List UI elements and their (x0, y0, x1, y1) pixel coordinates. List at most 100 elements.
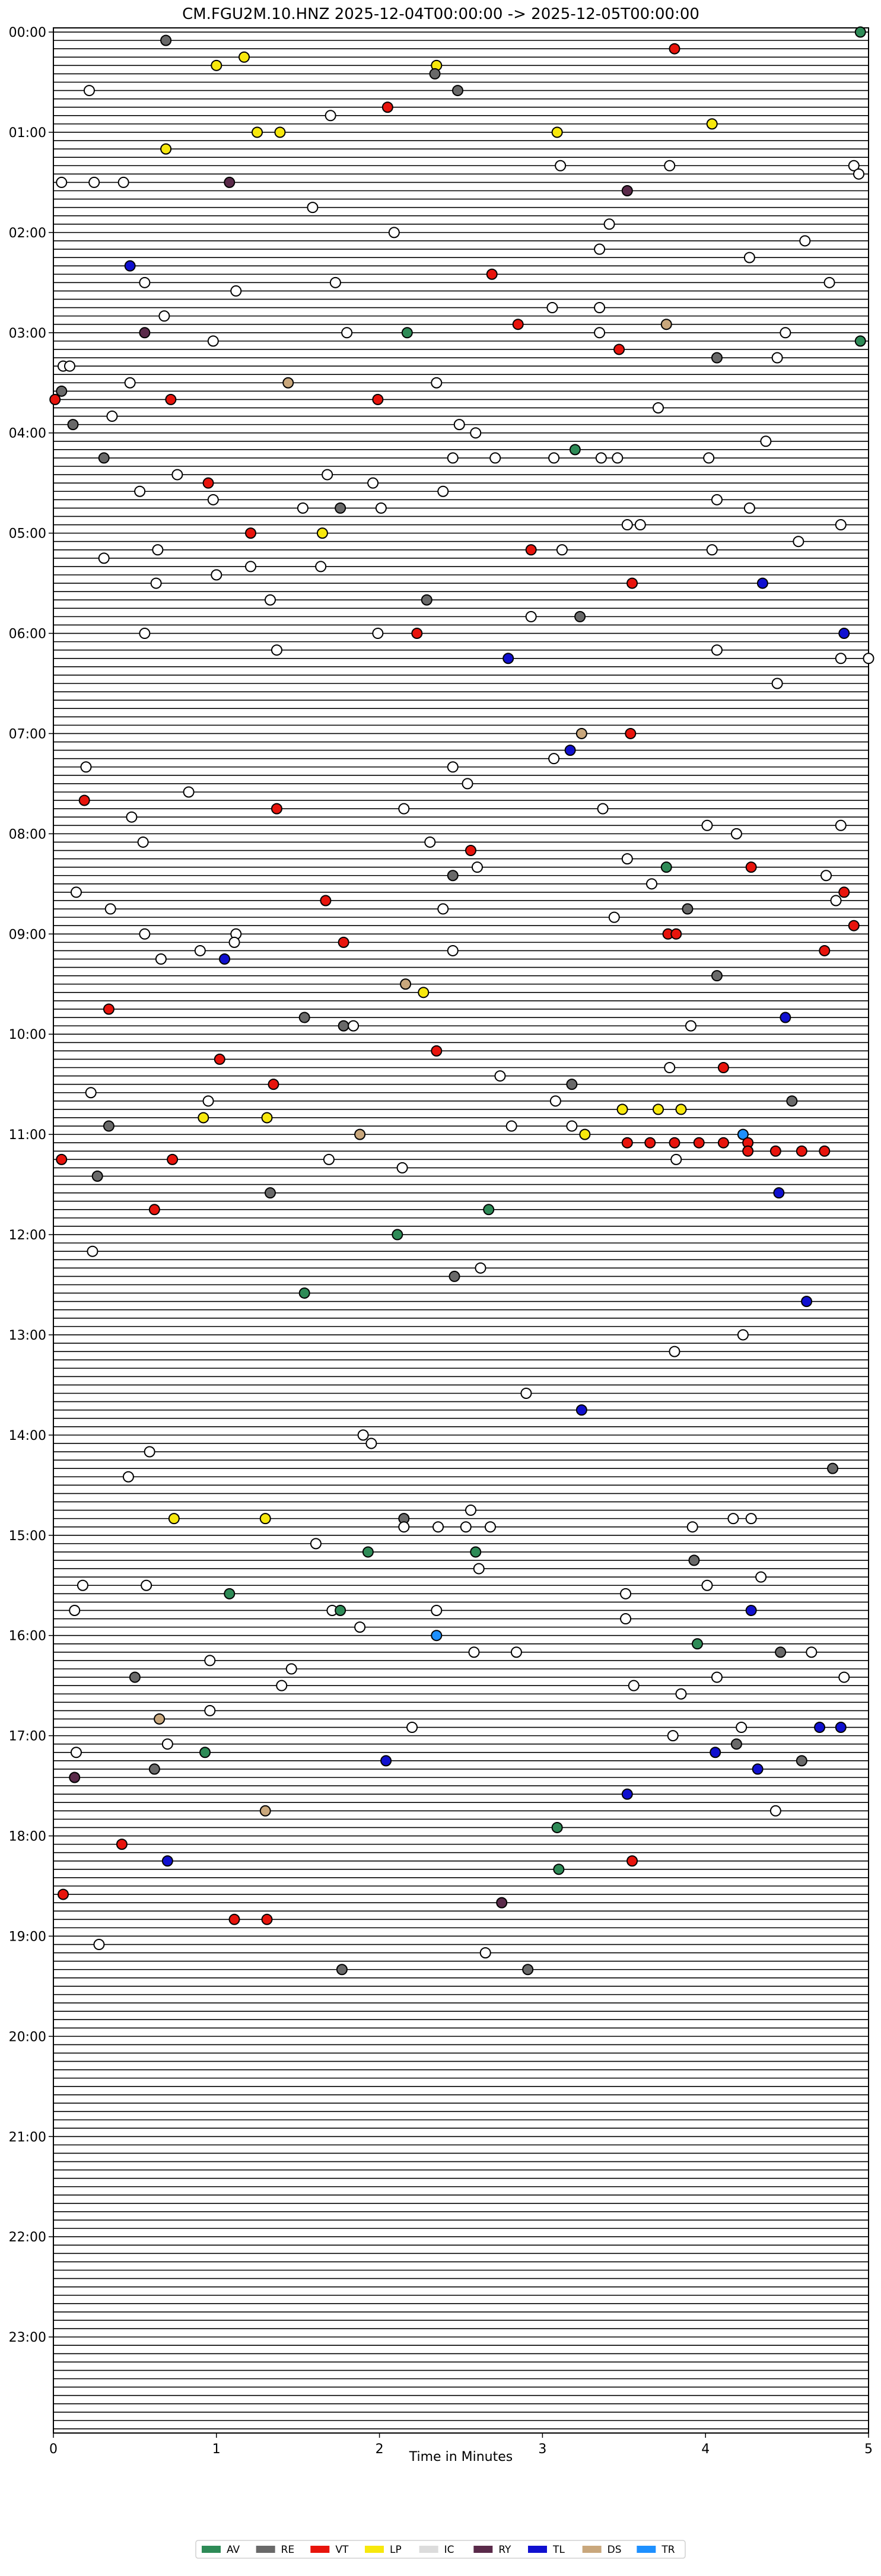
event-marker-ic (520, 1387, 532, 1399)
event-marker-ic (470, 427, 482, 439)
event-marker-ic (447, 944, 459, 956)
event-marker-vt (769, 1145, 781, 1157)
event-marker-vt (848, 920, 860, 931)
event-marker-ry (621, 185, 633, 196)
event-marker-av (199, 1747, 211, 1758)
y-tick-label: 15:00 (9, 1529, 46, 1544)
legend-label-av: AV (227, 2544, 240, 2556)
event-marker-ic (755, 1571, 767, 1583)
legend-swatch-av (202, 2546, 221, 2553)
event-marker-re (711, 970, 723, 982)
event-marker-vt (819, 1145, 831, 1157)
event-marker-ic (70, 1747, 82, 1758)
event-marker-ic (594, 302, 606, 314)
event-marker-ic (117, 176, 129, 188)
event-marker-vt (669, 1137, 680, 1149)
event-marker-re (298, 1012, 310, 1023)
event-marker-ic (646, 878, 658, 890)
event-marker-ic (703, 452, 715, 464)
event-marker-vt (626, 1855, 638, 1867)
event-marker-ds (154, 1713, 166, 1725)
event-marker-lp (160, 143, 172, 155)
event-marker-ic (838, 1671, 850, 1683)
event-marker-ry (496, 1897, 508, 1909)
y-tick-label: 01:00 (9, 126, 46, 141)
event-marker-vt (625, 727, 637, 739)
event-marker-ic (80, 761, 92, 773)
event-marker-ic (85, 1087, 97, 1099)
event-marker-ic (780, 327, 791, 339)
event-marker-vt (261, 1913, 273, 1925)
event-marker-ic (494, 1070, 506, 1082)
event-marker-tl (752, 1763, 764, 1775)
event-marker-ic (204, 1655, 216, 1667)
event-marker-av (551, 1821, 563, 1833)
event-marker-tl (773, 1187, 785, 1199)
y-tick-label: 00:00 (9, 26, 46, 40)
legend-label-ry: RY (498, 2544, 511, 2556)
event-marker-vt (465, 845, 476, 857)
legend-swatch-tl (528, 2546, 547, 2553)
legend-label-ic: IC (444, 2544, 454, 2556)
event-marker-ic (104, 903, 116, 915)
event-marker-ic (835, 519, 847, 531)
event-marker-ic (745, 1513, 757, 1525)
event-marker-ic (546, 302, 558, 314)
event-marker-re (129, 1671, 141, 1683)
event-marker-tl (380, 1755, 392, 1767)
event-marker-vt (512, 319, 524, 330)
event-marker-vt (268, 1079, 279, 1090)
x-axis-label: Time in Minutes (409, 2450, 513, 2464)
event-marker-vt (717, 1137, 729, 1149)
event-marker-av (569, 444, 581, 456)
x-tick-label: 1 (212, 2442, 221, 2457)
event-marker-tl (780, 1012, 791, 1023)
event-marker-ic (653, 402, 664, 414)
event-marker-ic (479, 1947, 491, 1959)
x-tick-label: 3 (538, 2442, 546, 2457)
legend-swatch-tr (637, 2546, 656, 2553)
event-marker-ds (282, 377, 294, 389)
event-marker-ic (771, 678, 783, 689)
event-marker-ds (660, 319, 672, 330)
event-marker-av (470, 1546, 482, 1558)
event-marker-lp (211, 59, 222, 71)
y-tick-label: 05:00 (9, 527, 46, 542)
event-marker-vt (372, 393, 384, 405)
event-marker-ic (447, 761, 459, 773)
event-marker-ic (701, 819, 713, 831)
event-marker-re (429, 68, 441, 79)
event-marker-re (452, 85, 464, 97)
event-marker-re (338, 1020, 349, 1032)
event-marker-ic (424, 836, 436, 848)
event-marker-av (392, 1229, 403, 1241)
event-marker-ic (548, 753, 560, 765)
event-marker-tr (431, 1630, 443, 1642)
event-marker-ic (468, 1646, 480, 1658)
event-marker-tl (575, 1404, 587, 1416)
event-marker-ic (93, 1939, 105, 1951)
event-marker-ic (489, 452, 501, 464)
event-marker-ic (161, 1738, 173, 1750)
event-marker-ic (69, 1604, 81, 1616)
event-marker-ic (634, 519, 646, 531)
y-tick-label: 23:00 (9, 2330, 46, 2345)
event-marker-ic (475, 1262, 486, 1274)
legend-label-tl: TL (552, 2544, 565, 2556)
event-marker-vt (742, 1145, 754, 1157)
event-marker-lp (274, 126, 286, 138)
legend-label-tr: TR (661, 2544, 675, 2556)
event-marker-vt (838, 886, 850, 898)
event-marker-ic (628, 1680, 640, 1691)
event-marker-tl (621, 1788, 633, 1800)
event-marker-ic (823, 276, 835, 288)
event-marker-av (401, 327, 413, 339)
event-marker-ic (462, 778, 473, 790)
event-marker-ds (354, 1128, 366, 1140)
event-marker-re (730, 1738, 742, 1750)
y-tick-label: 22:00 (9, 2230, 46, 2245)
event-marker-re (447, 870, 459, 882)
event-marker-ic (207, 494, 219, 505)
legend-swatch-ic (419, 2546, 438, 2553)
event-marker-vt (693, 1137, 705, 1149)
